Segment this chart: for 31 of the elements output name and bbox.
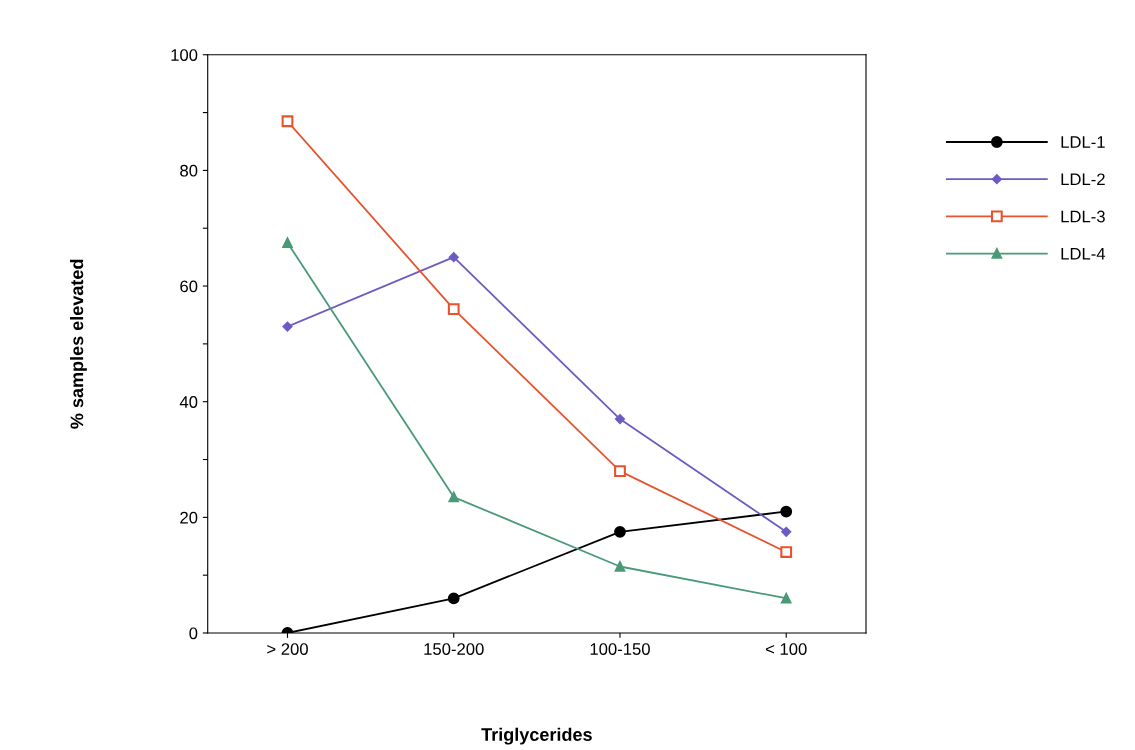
x-tick-label: 100-150 [590, 643, 650, 655]
x-tick-label: 150-200 [424, 643, 484, 655]
point [281, 115, 294, 128]
point [780, 505, 793, 518]
point [282, 237, 293, 248]
x-tick-label: < 100 [765, 643, 807, 655]
text: LDL-3 [1061, 210, 1105, 223]
point [614, 465, 626, 477]
point [447, 303, 460, 316]
y-tick-label: 40 [179, 396, 198, 408]
point [448, 252, 459, 263]
y-tick-label: 100 [171, 49, 198, 61]
x-axis-title: Triglycerides [481, 727, 592, 745]
point [615, 414, 625, 425]
y-tick-label: 60 [180, 280, 198, 293]
point [614, 525, 626, 538]
point [448, 491, 459, 503]
text: LDL-1 [1061, 136, 1105, 148]
point [781, 593, 792, 604]
point [614, 561, 626, 572]
point [780, 546, 793, 558]
point [447, 592, 460, 605]
point [282, 321, 293, 332]
text: LDL-2 [1061, 173, 1105, 186]
y-tick-label: 80 [180, 164, 198, 177]
y-axis-title: % samples elevated [70, 259, 87, 429]
x-tick-label: > 200 [267, 643, 308, 655]
y-tick-label: 0 [189, 627, 198, 640]
y-tick-label: 20 [180, 511, 198, 524]
point [781, 526, 792, 537]
text: LDL-4 [1061, 247, 1106, 260]
